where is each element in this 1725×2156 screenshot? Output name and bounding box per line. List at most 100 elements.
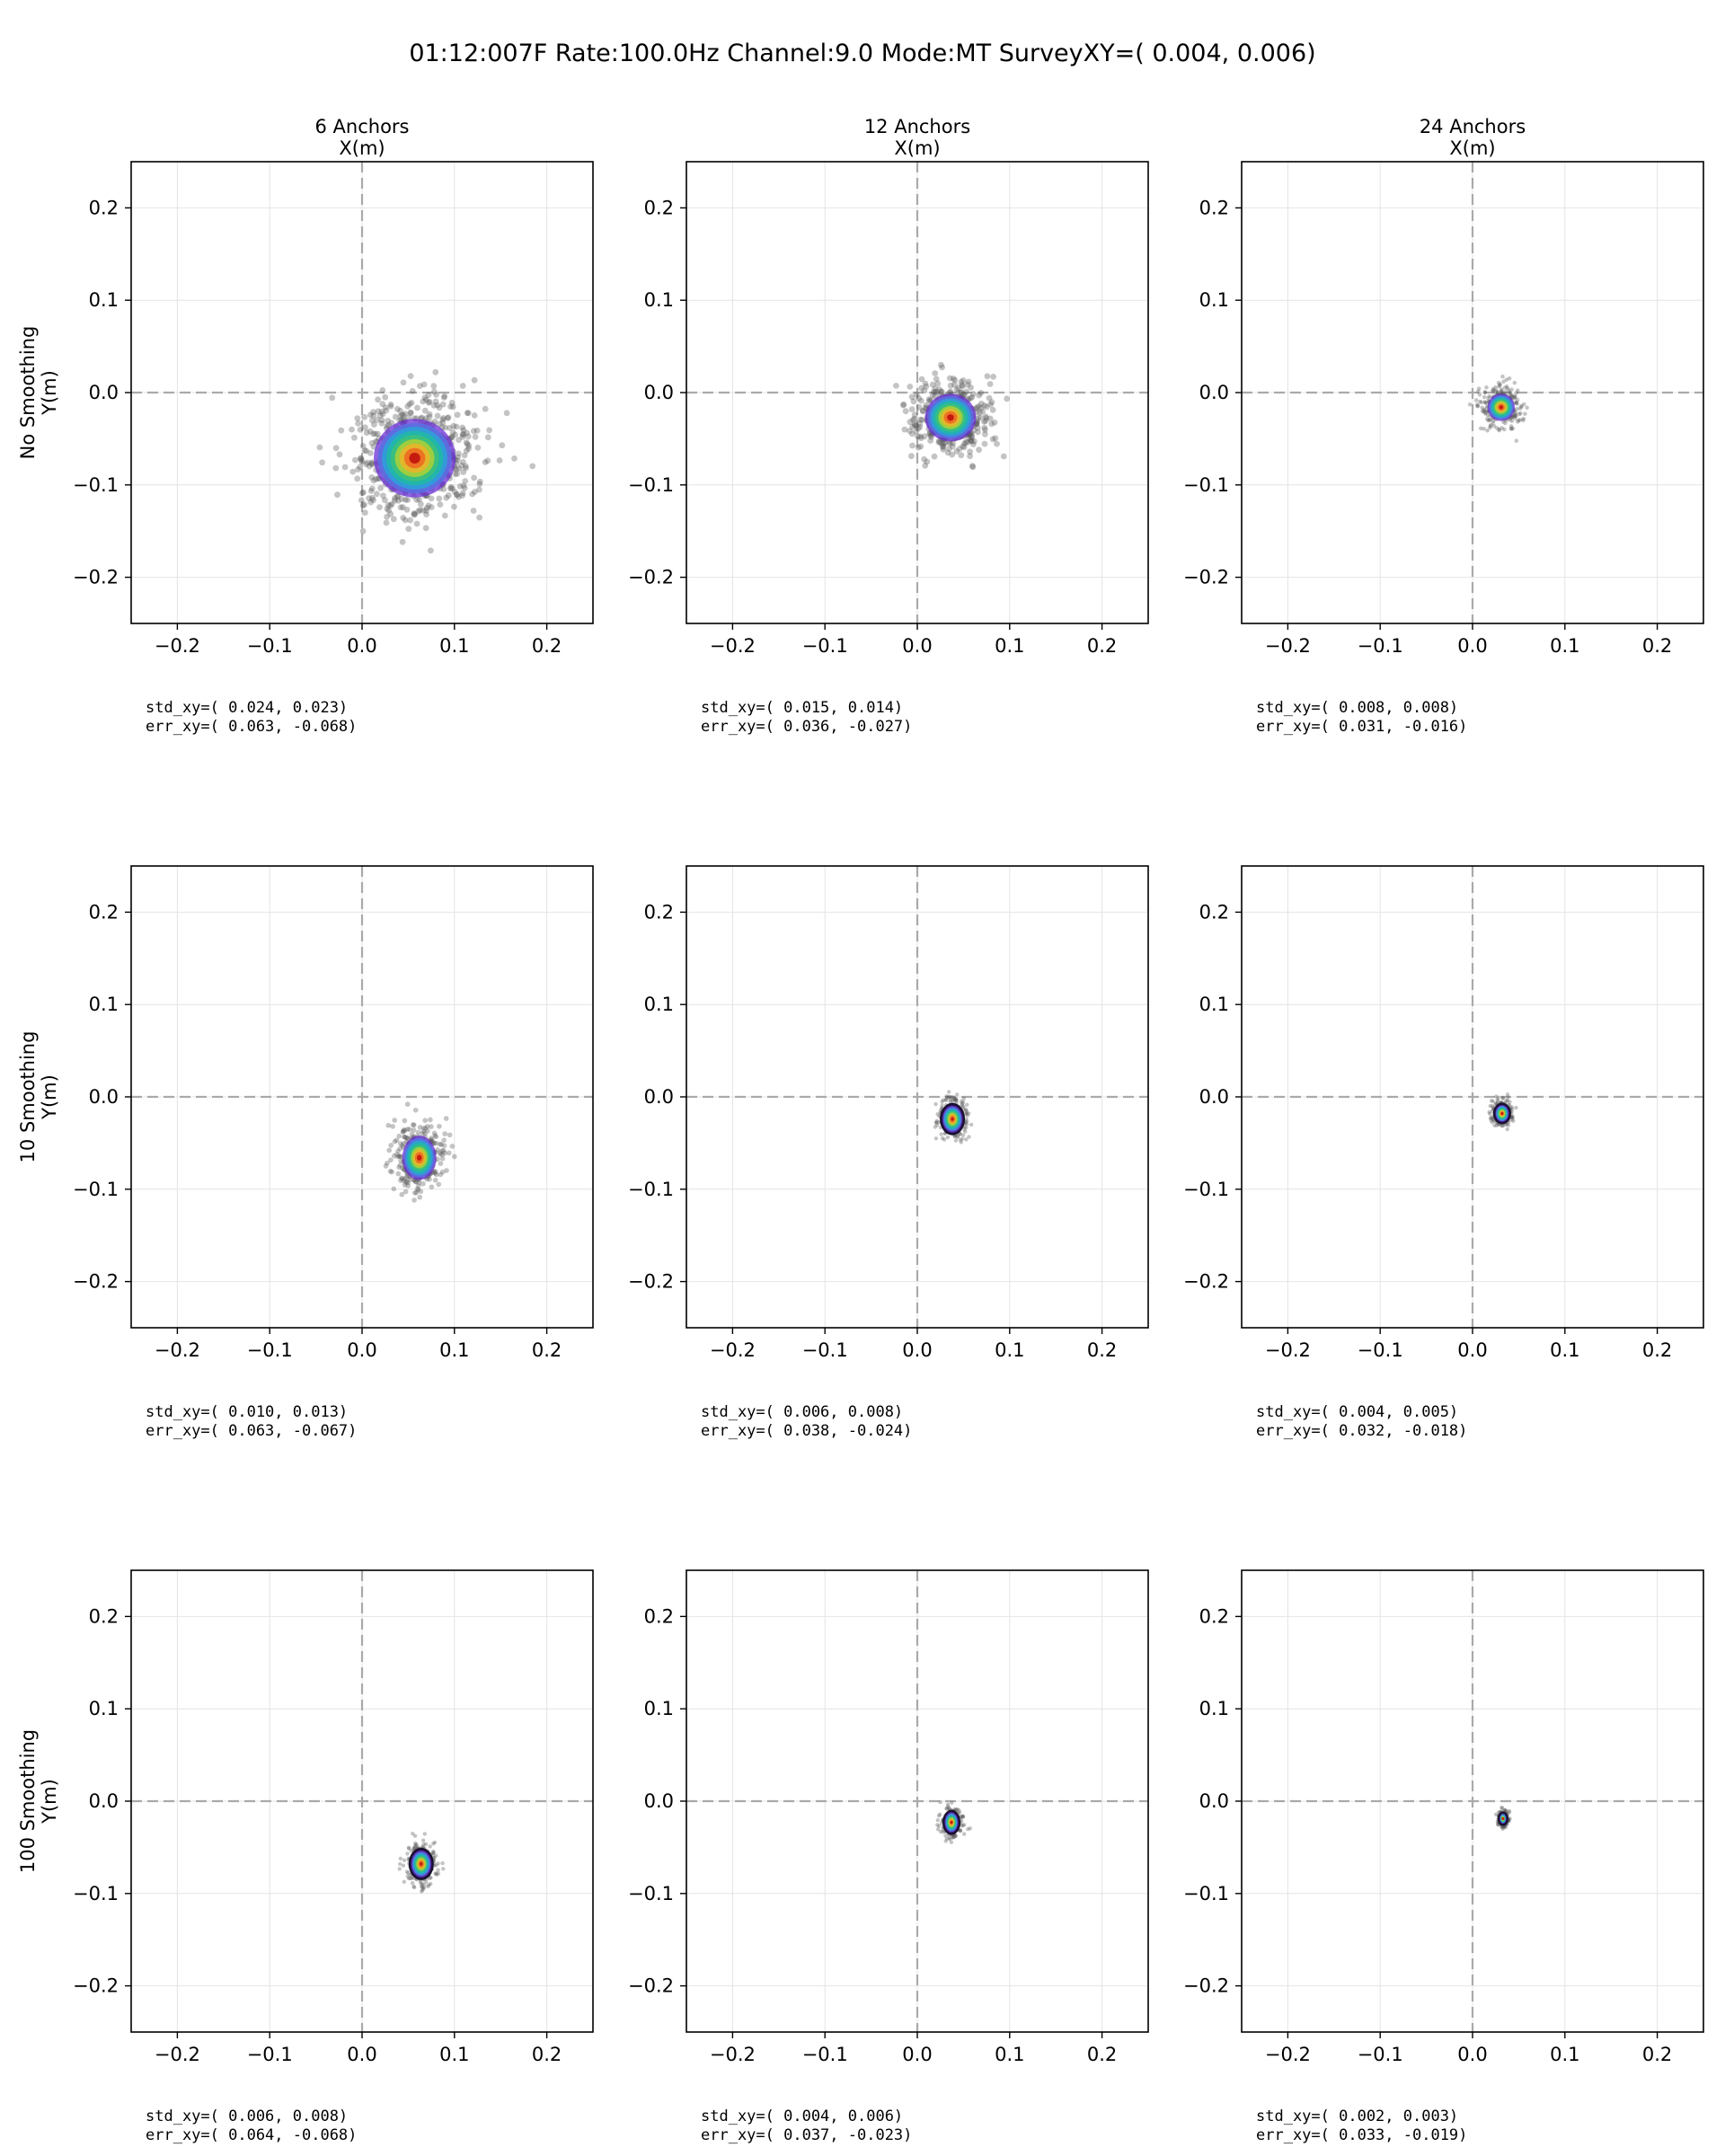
- outlier-point: [422, 525, 429, 532]
- outlier-point: [464, 429, 470, 437]
- outlier-point: [404, 1135, 411, 1142]
- outlier-point: [909, 442, 916, 449]
- outlier-point: [917, 435, 924, 442]
- outlier-point: [940, 1103, 944, 1108]
- outlier-point: [978, 405, 985, 411]
- outlier-point: [435, 1146, 440, 1153]
- outlier-point: [949, 1840, 954, 1844]
- outlier-point: [1467, 402, 1473, 407]
- outlier-point: [400, 1143, 405, 1148]
- outlier-point: [948, 1095, 953, 1100]
- outlier-point: [420, 1889, 424, 1894]
- outlier-point: [431, 1130, 438, 1136]
- outlier-point: [940, 1100, 944, 1104]
- outlier-point: [1505, 1092, 1510, 1097]
- outlier-point: [459, 433, 466, 440]
- outlier-point: [1488, 418, 1492, 422]
- outlier-point: [944, 1094, 949, 1099]
- outlier-point: [958, 389, 964, 396]
- outlier-point: [950, 1800, 954, 1806]
- outlier-point: [424, 1124, 430, 1129]
- outlier-point: [379, 387, 386, 393]
- outlier-point: [1507, 1808, 1512, 1814]
- panel-r2-c2: −0.2 −0.1 0.0 0.1 0.2 −0.2 −0.1 0.0 0.1 0.2 std_xy…: [1183, 1569, 1704, 2144]
- outlier-point: [389, 1169, 394, 1175]
- outlier-point: [962, 438, 969, 446]
- outlier-point: [417, 507, 423, 514]
- outlier-point: [459, 424, 466, 431]
- outlier-point: [958, 1828, 962, 1833]
- x-tick-label: −0.1: [247, 2044, 293, 2065]
- outlier-point: [405, 1874, 410, 1878]
- outlier-point: [405, 1135, 411, 1141]
- x-tick-label: 0.0: [902, 2044, 932, 2065]
- outlier-point: [422, 396, 429, 403]
- outlier-point: [1512, 380, 1517, 385]
- outlier-point: [529, 463, 536, 470]
- outlier-point: [332, 464, 340, 472]
- y-tick-label: 0.0: [644, 1790, 674, 1812]
- outlier-point: [454, 471, 461, 477]
- outlier-point: [915, 444, 922, 451]
- outlier-point: [444, 1168, 449, 1173]
- outlier-point: [913, 429, 920, 435]
- outlier-point: [1519, 404, 1524, 410]
- outlier-point: [953, 386, 960, 393]
- outlier-point: [463, 447, 470, 455]
- y-tick-label: 0.0: [1199, 382, 1229, 403]
- outlier-point: [454, 411, 461, 419]
- outlier-point: [953, 1833, 958, 1838]
- outlier-point: [396, 1133, 402, 1139]
- outlier-point: [1486, 396, 1491, 401]
- outlier-point: [939, 441, 946, 447]
- outlier-point: [458, 462, 465, 469]
- outlier-point: [428, 1876, 432, 1880]
- outlier-point: [1475, 402, 1480, 407]
- outlier-point: [385, 1122, 392, 1128]
- std-annotation: std_xy=( 0.015, 0.014): [701, 699, 903, 717]
- data-cloud: [397, 1832, 446, 1894]
- outlier-point: [900, 402, 907, 409]
- outlier-point: [960, 444, 968, 451]
- outlier-point: [459, 431, 466, 438]
- outlier-point: [425, 1128, 430, 1134]
- outlier-point: [933, 1101, 938, 1107]
- outlier-point: [397, 412, 404, 420]
- outlier-point: [359, 502, 367, 508]
- outlier-point: [434, 1871, 438, 1876]
- outlier-point: [1500, 1096, 1506, 1101]
- outlier-point: [921, 433, 928, 440]
- outlier-point: [1514, 391, 1518, 395]
- outlier-point: [958, 378, 965, 385]
- outlier-point: [367, 499, 375, 506]
- outlier-point: [459, 383, 466, 389]
- err-annotation: err_xy=( 0.037, -0.023): [701, 2126, 912, 2144]
- outlier-point: [931, 453, 938, 460]
- outlier-point: [395, 1148, 401, 1154]
- outlier-point: [395, 1153, 401, 1160]
- outlier-point: [969, 1122, 974, 1127]
- outlier-point: [1513, 413, 1517, 419]
- outlier-point: [415, 508, 422, 515]
- outlier-point: [378, 408, 385, 415]
- outlier-point: [963, 1111, 969, 1117]
- outlier-point: [1525, 405, 1529, 411]
- outlier-point: [449, 403, 456, 411]
- outlier-point: [456, 450, 462, 457]
- outlier-point: [1507, 376, 1512, 381]
- outlier-point: [916, 395, 923, 402]
- outlier-point: [958, 1137, 963, 1143]
- outlier-point: [963, 388, 969, 395]
- outlier-point: [451, 489, 458, 495]
- y-tick-label: −0.2: [628, 1975, 674, 1997]
- outlier-point: [464, 441, 471, 447]
- outlier-point: [341, 464, 349, 471]
- outlier-point: [954, 1099, 959, 1103]
- outlier-point: [404, 403, 411, 410]
- outlier-point: [420, 381, 428, 388]
- outlier-point: [1479, 400, 1484, 405]
- data-cloud: [1493, 1806, 1512, 1832]
- outlier-point: [413, 1842, 419, 1848]
- x-tick-label: 0.0: [347, 635, 376, 657]
- outlier-point: [936, 386, 942, 393]
